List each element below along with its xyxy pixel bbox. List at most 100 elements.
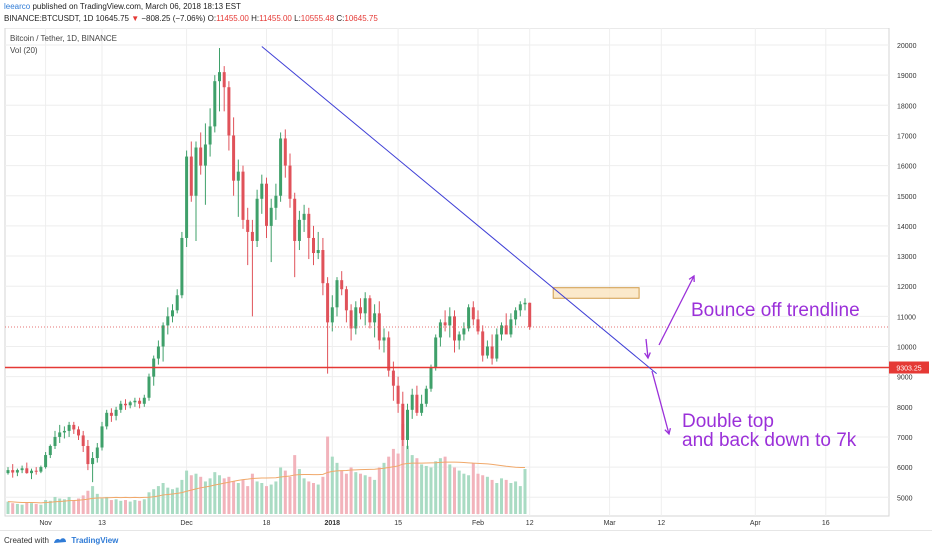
volume-bar xyxy=(67,496,71,514)
price-chart[interactable]: 9303.25 Bounce off trendline Double topand… xyxy=(0,28,932,530)
volume-bar xyxy=(189,475,193,514)
volume-bar xyxy=(438,458,442,514)
volume-bar xyxy=(363,475,367,514)
price-axis[interactable]: 5000 6000 7000 8000 9000 10000 11000 12000 13000… xyxy=(897,43,917,502)
candle-body xyxy=(119,403,123,410)
candle-body xyxy=(39,467,43,472)
price-tick-label: 10000 xyxy=(897,345,917,352)
candle-body xyxy=(462,328,466,335)
volume-bar xyxy=(34,503,38,514)
volume-bar xyxy=(232,481,236,514)
candle-body xyxy=(514,310,518,320)
volume-bar xyxy=(142,499,146,514)
volume-bar xyxy=(39,504,43,514)
price-tick-label: 12000 xyxy=(897,284,917,291)
time-tick-label: 18 xyxy=(263,520,271,527)
created-with-text: Created with xyxy=(4,536,49,545)
volume-bar xyxy=(171,489,174,514)
volume-bar xyxy=(368,476,372,514)
author-link[interactable]: leearco xyxy=(4,2,31,11)
time-tick-label: 13 xyxy=(98,520,106,527)
price-tick-label: 13000 xyxy=(897,254,917,261)
volume-bar xyxy=(105,496,109,514)
volume-bar xyxy=(95,493,99,514)
candle-body xyxy=(490,346,494,359)
candle-body xyxy=(30,470,33,474)
price-tick-label: 18000 xyxy=(897,103,917,110)
candle-body xyxy=(391,370,395,386)
candle-body xyxy=(133,400,137,403)
candle-body xyxy=(443,322,447,326)
volume-bar xyxy=(6,501,10,514)
candle-body xyxy=(283,138,287,166)
volume-bar xyxy=(302,478,306,514)
candle-body xyxy=(72,424,76,430)
volume-bar xyxy=(260,483,264,514)
candle-body xyxy=(373,313,377,323)
candle-body xyxy=(349,310,353,329)
small-down-arrow xyxy=(645,338,649,359)
volume-bar xyxy=(58,498,62,514)
candle-body xyxy=(227,87,231,136)
volume-bar xyxy=(81,495,85,514)
candle-body xyxy=(34,470,38,472)
volume-bar xyxy=(213,472,217,514)
candle-body xyxy=(255,198,259,241)
candle-body xyxy=(504,325,508,335)
volume-bar xyxy=(410,455,414,514)
volume-bar xyxy=(180,479,184,514)
price-tick-label: 20000 xyxy=(897,43,917,50)
volume-bar xyxy=(359,473,362,514)
volume-bar xyxy=(138,500,142,514)
grid xyxy=(5,28,889,516)
small-down-arrow-head xyxy=(644,352,651,360)
open-label: O: xyxy=(207,14,217,23)
price-change: −808.25 (−7.06%) xyxy=(141,14,206,23)
volume-bar xyxy=(387,456,391,514)
chart-title: Bitcoin / Tether, 1D, BINANCE xyxy=(10,34,117,43)
volume-bar xyxy=(77,498,80,514)
volume-bar xyxy=(274,481,278,514)
price-tick-label: 6000 xyxy=(897,465,913,472)
time-axis[interactable]: Nov 13 Dec 18 2018 15 Feb 12 Mar 12 Apr 16 xyxy=(39,520,829,527)
volume-bar xyxy=(109,500,113,514)
volume-bar xyxy=(481,475,485,514)
high-value: 11455.00 xyxy=(259,14,292,23)
candle-body xyxy=(114,409,118,416)
candle-body xyxy=(363,298,367,314)
candle-body xyxy=(147,376,151,398)
volume-bar xyxy=(199,476,203,514)
volume-bar xyxy=(194,473,198,514)
volume-bar xyxy=(15,503,19,514)
candle-body xyxy=(509,319,513,335)
candle-body xyxy=(105,412,109,427)
volume-bar xyxy=(119,500,123,514)
candle-body xyxy=(124,403,127,406)
volume-bar xyxy=(48,500,52,514)
symbol-label: BINANCE:BTCUSDT, 1D xyxy=(4,14,94,23)
tradingview-brand[interactable]: TradingView xyxy=(71,536,119,545)
volume-bar xyxy=(175,487,179,514)
volume-bar xyxy=(166,487,170,514)
candle-body xyxy=(161,325,165,347)
candle-body xyxy=(58,432,62,437)
candle-body xyxy=(91,458,95,465)
annotation-back-down: and back down to 7k xyxy=(682,430,857,451)
time-tick-label: 12 xyxy=(526,520,534,527)
volume-bar xyxy=(504,479,508,514)
close-label: C: xyxy=(336,14,345,23)
footer: Created with TradingView xyxy=(0,530,932,551)
candle-body xyxy=(203,144,207,166)
price-tick-label: 7000 xyxy=(897,435,913,442)
volume-bar xyxy=(373,479,377,514)
volume-bar xyxy=(514,481,518,514)
volume-bar xyxy=(222,478,226,514)
volume-bar xyxy=(86,490,90,514)
volume-bar xyxy=(293,455,297,514)
candle-body xyxy=(354,307,358,329)
volume-bar xyxy=(406,445,409,514)
candle-body xyxy=(528,302,532,328)
volume-bar xyxy=(326,436,330,514)
volume-bar xyxy=(467,475,471,514)
volume-bar xyxy=(72,500,76,514)
